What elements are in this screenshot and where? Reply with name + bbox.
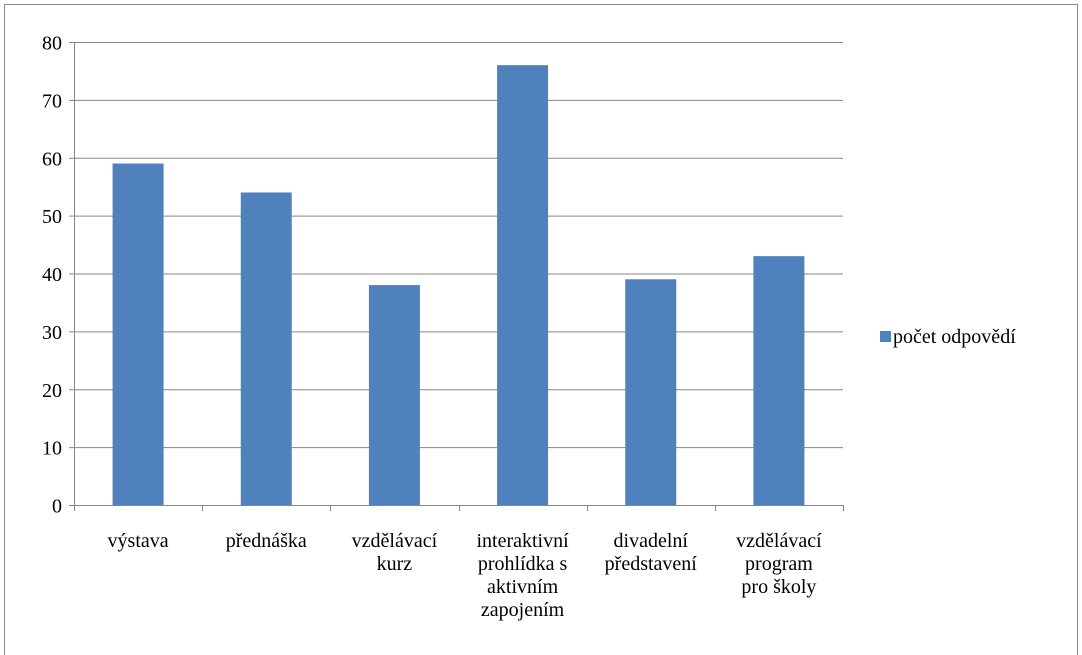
bar [625, 279, 677, 505]
x-tick-label: vzdělávací program pro školy [736, 530, 822, 598]
axes [69, 42, 844, 511]
y-tick-label: 60 [42, 148, 62, 170]
y-tick-label: 0 [52, 496, 62, 518]
bar [497, 65, 549, 506]
y-tick-label: 20 [42, 380, 62, 402]
y-tick-label: 50 [42, 206, 62, 228]
x-tick-label: přednáška [226, 530, 307, 552]
x-tick-label: interaktivní prohlídka s aktivním zapojením [476, 530, 569, 621]
y-tick-label: 70 [42, 90, 62, 112]
legend-label: počet odpovědí [893, 326, 1016, 348]
bar [753, 256, 805, 505]
y-tick-label: 80 [42, 33, 62, 55]
x-tick-labels: výstava přednáška vzdělávací kurz interaktiv… [108, 530, 823, 621]
bar [240, 192, 292, 505]
y-tick-label: 10 [42, 438, 62, 460]
x-tick-label: výstava [108, 530, 169, 552]
y-tick-labels: 0 10 20 30 40 50 60 70 80 [42, 33, 62, 518]
legend-swatch [880, 331, 891, 342]
gridlines [74, 42, 843, 449]
legend: počet odpovědí [880, 326, 1016, 348]
x-tick-label: divadelní představení [605, 530, 698, 575]
y-tick-label: 40 [42, 264, 62, 286]
bar [368, 285, 420, 505]
y-tick-label: 30 [42, 322, 62, 344]
x-tick-label: vzdělávací kurz [352, 530, 438, 575]
bar [112, 163, 164, 505]
bars [112, 65, 805, 506]
